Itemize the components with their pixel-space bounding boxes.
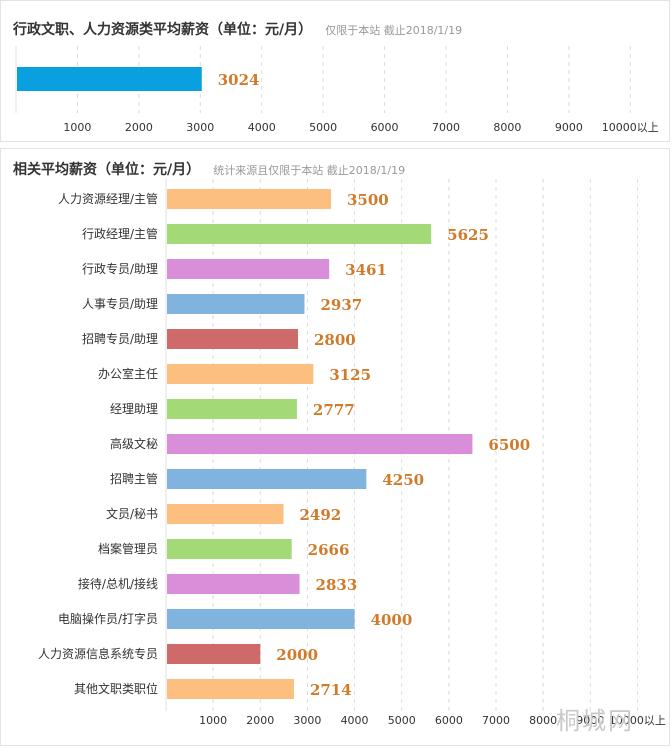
bar-value-label: 3125 [329,366,371,384]
bar-value-label: 3500 [347,191,389,209]
bar-value-label: 5625 [447,226,489,244]
bar [167,364,314,384]
watermark-logo: 桐城网 [556,707,634,735]
x-tick-label: 1000 [63,121,91,134]
category-label: 电脑操作员/打字员 [58,611,158,626]
bar-value-label: 2000 [276,646,318,664]
x-tick-label: 10000以上 [609,714,666,727]
bar [167,644,261,664]
bar [167,574,300,594]
bar-value-label: 4000 [371,611,413,629]
x-tick-label: 6000 [371,121,399,134]
bar-value-label: 2800 [314,331,356,349]
bar-value-label: 3024 [218,71,260,89]
category-label: 行政专员/助理 [82,261,158,276]
x-tick-label: 3000 [186,121,214,134]
x-tick-label: 5000 [309,121,337,134]
x-tick-label: 9000 [555,121,583,134]
chart1-title: 行政文职、人力资源类平均薪资（单位：元/月） [13,22,313,38]
category-label: 人力资源信息系统专员 [38,646,158,661]
related-salary-panel: 相关平均薪资（单位：元/月） 统计来源且仅限于本站 截止2018/1/19 10… [0,148,670,746]
category-label: 办公室主任 [98,366,158,381]
category-label: 人事专员/助理 [82,296,158,311]
bar [167,469,367,489]
x-tick-label: 8000 [529,714,557,727]
bar-value-label: 2777 [313,401,355,419]
x-tick-label: 3000 [293,714,321,727]
x-tick-label: 7000 [432,121,460,134]
x-tick-label: 2000 [125,121,153,134]
panel2-header: 相关平均薪资（单位：元/月） 统计来源且仅限于本站 截止2018/1/19 [13,159,405,179]
bar [167,329,298,349]
bar [17,67,202,91]
x-tick-label: 2000 [246,714,274,727]
chart2-svg: 1000 2000 3000 4000 5000 6000 7000 8000 9000 1000… [38,179,666,727]
category-label: 行政经理/主管 [82,226,158,241]
x-tick-label: 9000 [576,714,604,727]
x-tick-label: 1000 [199,714,227,727]
bar-value-label: 2714 [310,681,352,699]
x-tick-label: 5000 [388,714,416,727]
x-tick-label: 4000 [248,121,276,134]
bar [167,189,331,209]
category-label: 文员/秘书 [106,506,158,521]
bar [167,609,355,629]
bar-value-label: 2492 [299,506,341,524]
x-tick-label: 6000 [435,714,463,727]
x-tick-label: 10000以上 [602,121,659,134]
chart1-subtitle: 仅限于本站 截止2018/1/19 [325,24,463,37]
bar [167,224,432,244]
category-label: 其他文职类职位 [74,681,158,696]
x-tick-label: 4000 [341,714,369,727]
bar [167,504,284,524]
bar [167,539,292,559]
category-label: 高级文秘 [110,436,158,451]
bar [167,259,330,279]
x-tick-label: 7000 [482,714,510,727]
category-label: 招聘主管 [110,471,158,486]
category-label: 接待/总机/接线 [78,576,158,591]
bar [167,294,305,314]
bar [167,434,473,454]
category-label: 经理助理 [110,402,158,416]
chart1-svg: 1000 2000 3000 4000 5000 6000 7000 8000 9000 1000… [15,46,659,134]
panel1-header: 行政文职、人力资源类平均薪资（单位：元/月） 仅限于本站 截止2018/1/19 [13,19,462,39]
category-label: 招聘专员/助理 [82,331,158,346]
bar-value-label: 4250 [382,471,424,489]
bar [167,679,294,699]
bar-value-label: 3461 [345,261,387,279]
average-salary-panel: 行政文职、人力资源类平均薪资（单位：元/月） 仅限于本站 截止2018/1/19… [0,0,670,142]
chart2-subtitle: 统计来源且仅限于本站 截止2018/1/19 [213,164,406,177]
x-tick-label: 8000 [493,121,521,134]
bar [167,399,297,419]
bar-value-label: 2937 [320,296,362,314]
category-label: 档案管理员 [98,541,158,556]
category-label: 人力资源经理/主管 [58,191,158,206]
bar-value-label: 2833 [316,576,358,594]
bar-value-label: 2666 [308,541,350,559]
bar-value-label: 6500 [488,436,530,454]
chart2-title: 相关平均薪资（单位：元/月） [13,162,201,178]
